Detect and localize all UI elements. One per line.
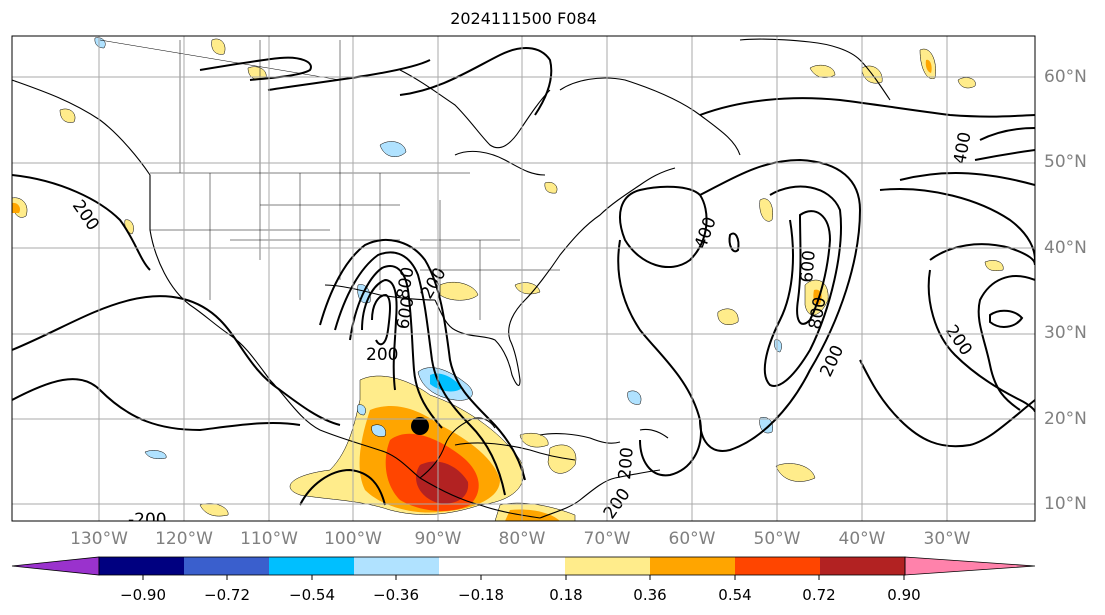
lon-label: 70°W [583, 529, 631, 549]
contours [12, 47, 1035, 506]
colorbar-tick-label: 0.72 [802, 586, 836, 604]
colorbar-tick-label: −0.36 [373, 586, 419, 604]
colorbar-segment [650, 557, 735, 575]
colorbar-tick-label: −0.72 [204, 586, 250, 604]
colorbar-segment [565, 557, 650, 575]
contour-label: 200 [615, 446, 638, 480]
lon-label: 90°W [414, 529, 462, 549]
map-title: 2024111500 F084 [450, 9, 597, 28]
lon-label: 130°W [70, 529, 128, 549]
colorbar-tick-label: −0.54 [289, 586, 335, 604]
lon-label: 50°W [753, 529, 801, 549]
lon-label: 40°W [838, 529, 886, 549]
lat-label: 50°N [1044, 152, 1087, 172]
lon-label: 110°W [240, 529, 298, 549]
colorbar-tick-label: 0.90 [887, 586, 921, 604]
graticule [12, 36, 1035, 521]
colorbar-segment [820, 557, 905, 575]
colorbar-segment [439, 557, 565, 575]
colorbar-segment [99, 557, 184, 575]
colorbar-segment [354, 557, 439, 575]
contour-label: -200 [128, 510, 167, 530]
colorbar-tick-label: −0.18 [458, 586, 504, 604]
colorbar-tick-label: −0.90 [120, 586, 166, 604]
lat-label: 30°N [1044, 323, 1087, 343]
colorbar-tick-label: 0.18 [549, 586, 583, 604]
lat-label: 40°N [1044, 238, 1087, 258]
colorbar-segment [184, 557, 269, 575]
lat-label: 10°N [1044, 494, 1087, 514]
contour-label: 200 [941, 321, 976, 359]
map-content: 200 200 400 400 600 800 200 200 200 600 … [12, 37, 1035, 530]
map-frame [11, 35, 1036, 522]
contour-label: 800 [393, 265, 418, 300]
lat-label: 60°N [1044, 67, 1087, 87]
contour-label: 800 [805, 295, 830, 330]
lon-label: 30°W [923, 529, 971, 549]
state-borders [99, 39, 560, 320]
contour-label: 400 [691, 214, 721, 251]
colorbar-tick-label: 0.36 [633, 586, 667, 604]
contour-label: 200 [366, 345, 398, 365]
colorbar-frame [98, 556, 906, 576]
lon-label: 100°W [324, 529, 382, 549]
lat-label: 20°N [1044, 409, 1087, 429]
coastlines [12, 38, 891, 519]
lon-label: 80°W [498, 529, 546, 549]
contour-label: 400 [950, 130, 975, 165]
colorbar-segment [904, 556, 1036, 576]
colorbar-segment [269, 557, 354, 575]
colorbar-segment [735, 557, 820, 575]
positive-shading [12, 38, 1004, 521]
colorbar-tick-label: 0.54 [718, 586, 752, 604]
storm-center-marker [411, 417, 429, 435]
contour-label: 600 [797, 249, 820, 283]
lon-label: 120°W [155, 529, 213, 549]
contour-label: 600 [393, 295, 418, 330]
lon-label: 60°W [668, 529, 716, 549]
colorbar-segment [11, 556, 100, 576]
colorbar [11, 556, 1036, 580]
